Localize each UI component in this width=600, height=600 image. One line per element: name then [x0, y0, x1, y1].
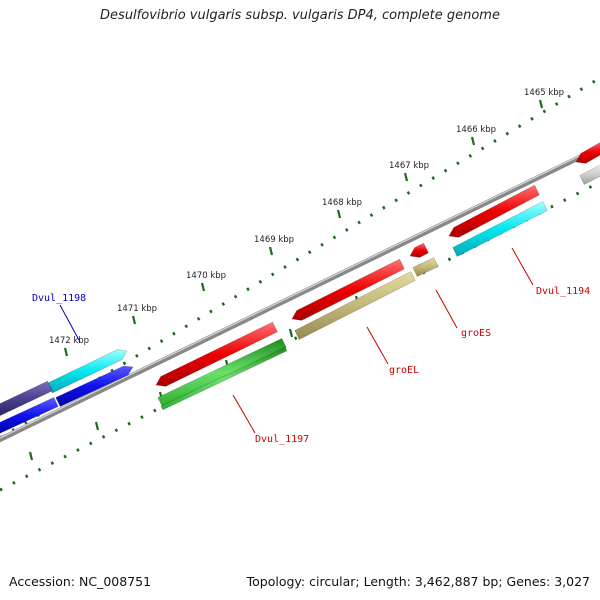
gene-callouts: Dvul_1198 Dvul_1197 groEL groES Dvul_119… — [32, 247, 590, 445]
accession-text: Accession: NC_008751 — [9, 574, 152, 589]
feature-dvul-1197-minus[interactable] — [157, 338, 287, 407]
callout-line-groel — [366, 326, 389, 365]
genome-backbone — [0, 144, 600, 443]
genome-summary-text: Topology: circular; Length: 3,462,887 bp… — [246, 574, 590, 589]
tick-labels: 1465 kbp 1466 kbp 1467 kbp 1468 kbp 1469 kbp… — [49, 88, 564, 346]
gene-label-groes[interactable]: groES — [461, 328, 491, 339]
feature-right-edge-grey[interactable] — [579, 164, 600, 185]
feature-groes-plus[interactable] — [409, 242, 429, 258]
genome-backbone-highlight — [0, 145, 600, 439]
major-tick — [63, 347, 69, 357]
tick-label: 1471 kbp — [117, 304, 157, 314]
gene-label-groel[interactable]: groEL — [389, 365, 419, 376]
feature-left-edge-plus[interactable] — [0, 380, 53, 417]
callout-line-dvul-1198 — [59, 304, 81, 343]
tick-label: 1472 kbp — [49, 336, 89, 346]
tick-label: 1467 kbp — [389, 161, 429, 171]
major-tick — [470, 136, 476, 146]
feature-right-edge-plus[interactable] — [575, 141, 600, 164]
inner-major-tick — [288, 328, 294, 338]
gene-label-dvul-1198[interactable]: Dvul_1198 — [32, 293, 86, 304]
feature-tracks — [0, 141, 600, 435]
major-tick — [403, 172, 409, 182]
callout-line-groes — [435, 289, 458, 329]
major-tick — [268, 246, 274, 256]
major-ticks — [28, 99, 544, 461]
tick-label: 1465 kbp — [524, 88, 564, 98]
major-tick — [538, 99, 544, 109]
feature-groel-minus[interactable] — [294, 271, 416, 340]
callout-line-dvul-1197 — [232, 394, 256, 434]
gene-label-dvul-1194[interactable]: Dvul_1194 — [536, 286, 590, 297]
major-tick — [200, 282, 206, 292]
feature-groel-plus[interactable] — [291, 258, 405, 321]
feature-dvul-1197-plus[interactable] — [155, 321, 278, 387]
tick-label: 1468 kbp — [322, 198, 362, 208]
tick-label: 1466 kbp — [456, 125, 496, 135]
inner-major-tick — [28, 451, 34, 461]
map-title: Desulfovibrio vulgaris subsp. vulgaris D… — [100, 8, 500, 23]
major-tick — [336, 209, 342, 219]
tick-label: 1469 kbp — [254, 235, 294, 245]
gene-label-dvul-1197[interactable]: Dvul_1197 — [255, 434, 309, 445]
feature-groes-minus[interactable] — [412, 257, 439, 277]
major-tick — [131, 315, 137, 325]
feature-dvul-1197-minus-inner[interactable] — [160, 346, 288, 411]
feature-dvul-1194-plus[interactable] — [448, 184, 540, 238]
feature-dvul-1194-minus[interactable] — [452, 201, 548, 257]
inner-major-tick — [94, 421, 100, 431]
tick-label: 1470 kbp — [186, 271, 226, 281]
feature-dvul-1198-minus[interactable] — [55, 365, 134, 407]
callout-line-dvul-1194 — [511, 247, 534, 286]
feature-left-edge-minus[interactable] — [0, 397, 59, 435]
